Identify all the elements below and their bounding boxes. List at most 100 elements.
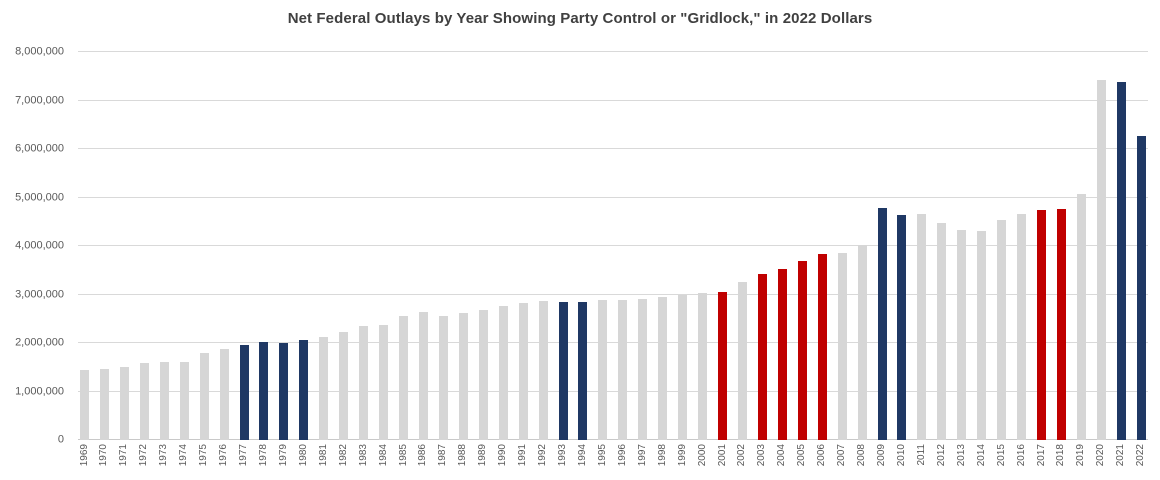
x-tick-1993: 1993 bbox=[557, 444, 568, 478]
bar-2017 bbox=[1037, 210, 1046, 440]
bar-2019 bbox=[1076, 193, 1086, 440]
x-tick-label: 1988 bbox=[457, 444, 469, 467]
x-tick-1970: 1970 bbox=[98, 444, 110, 478]
x-tick-label: 1996 bbox=[616, 444, 628, 467]
bar-1996 bbox=[618, 299, 628, 440]
x-tick-1982: 1982 bbox=[337, 444, 349, 478]
x-tick-label: 2011 bbox=[915, 444, 927, 466]
x-tick-2015: 2015 bbox=[996, 444, 1007, 478]
bar-2003 bbox=[757, 274, 767, 440]
x-tick-label: 1971 bbox=[118, 444, 130, 467]
gridline bbox=[78, 390, 1148, 392]
x-tick-label: 2014 bbox=[975, 444, 987, 467]
x-tick-label: 1980 bbox=[297, 444, 309, 467]
bar-2006 bbox=[817, 253, 827, 440]
x-tick-label: 1998 bbox=[656, 444, 668, 467]
bar-2016 bbox=[1017, 213, 1027, 440]
x-tick-label: 2006 bbox=[816, 444, 828, 467]
y-tick-label: 7,000,000 bbox=[15, 94, 64, 106]
bar-1987 bbox=[438, 316, 448, 440]
y-axis: 0 1,000,000 2,000,000 3,000,000 4,000,000 5,0… bbox=[0, 46, 70, 445]
bar-1999 bbox=[678, 295, 688, 440]
bar-1974 bbox=[179, 362, 189, 440]
x-tick-2007: 2007 bbox=[836, 444, 848, 478]
x-tick-1990: 1990 bbox=[497, 444, 509, 478]
bar-1982 bbox=[339, 331, 349, 440]
x-tick-label: 1976 bbox=[218, 444, 230, 467]
bar-1986 bbox=[418, 312, 428, 440]
x-tick-1980: 1980 bbox=[297, 444, 309, 478]
x-tick-label: 1975 bbox=[198, 444, 210, 467]
x-tick-2001: 2001 bbox=[717, 444, 728, 478]
bar-1977 bbox=[239, 344, 249, 440]
bar-2012 bbox=[937, 223, 947, 440]
bar-2015 bbox=[997, 219, 1007, 440]
x-tick-label: 2012 bbox=[935, 444, 947, 467]
bar-2005 bbox=[797, 261, 807, 440]
x-tick-label: 1978 bbox=[257, 444, 269, 467]
x-axis-line bbox=[78, 439, 1148, 440]
x-tick-label: 2013 bbox=[955, 444, 967, 467]
x-tick-1985: 1985 bbox=[397, 444, 409, 478]
x-tick-label: 1982 bbox=[337, 444, 349, 467]
x-tick-1997: 1997 bbox=[636, 444, 648, 478]
x-tick-label: 1969 bbox=[78, 444, 90, 467]
x-tick-label: 1989 bbox=[477, 444, 489, 467]
bar-2007 bbox=[837, 253, 847, 440]
bar-1989 bbox=[478, 309, 488, 440]
y-tick-label: 4,000,000 bbox=[15, 239, 64, 252]
bar-1970 bbox=[99, 369, 109, 440]
x-tick-label: 2016 bbox=[1015, 444, 1027, 467]
x-tick-label: 1985 bbox=[397, 444, 409, 467]
x-tick-label: 2018 bbox=[1055, 444, 1067, 467]
bar-1991 bbox=[518, 303, 528, 440]
x-tick-1971: 1971 bbox=[118, 444, 130, 478]
x-tick-label: 1981 bbox=[317, 444, 329, 467]
bar-2014 bbox=[977, 231, 987, 440]
x-tick-label: 2007 bbox=[836, 444, 848, 467]
x-tick-label: 1992 bbox=[537, 444, 549, 467]
x-tick-label: 2009 bbox=[876, 444, 887, 467]
bar-2022 bbox=[1136, 135, 1146, 440]
x-tick-2004: 2004 bbox=[776, 444, 787, 478]
bar-1972 bbox=[139, 363, 149, 440]
y-tick-label: 3,000,000 bbox=[15, 288, 64, 300]
x-tick-label: 1997 bbox=[636, 444, 648, 467]
x-tick-1979: 1979 bbox=[278, 444, 289, 478]
bar-1993 bbox=[558, 302, 568, 440]
bar-1995 bbox=[598, 300, 608, 440]
x-tick-2018: 2018 bbox=[1055, 444, 1067, 478]
x-tick-label: 2020 bbox=[1095, 444, 1107, 467]
x-tick-label: 1974 bbox=[178, 444, 190, 467]
x-tick-label: 1972 bbox=[138, 444, 150, 467]
x-tick-1999: 1999 bbox=[677, 444, 688, 478]
x-tick-label: 1991 bbox=[517, 444, 529, 467]
x-tick-1975: 1975 bbox=[198, 444, 210, 478]
bar-2011 bbox=[917, 213, 927, 440]
plot-area bbox=[78, 51, 1148, 440]
x-tick-label: 2005 bbox=[796, 444, 808, 467]
bar-1975 bbox=[199, 353, 209, 440]
bar-2000 bbox=[698, 293, 708, 440]
x-tick-2010: 2010 bbox=[896, 444, 907, 478]
gridline bbox=[78, 293, 1148, 295]
y-tick-label: 5,000,000 bbox=[15, 191, 64, 203]
x-tick-label: 1993 bbox=[557, 444, 568, 467]
bar-1983 bbox=[359, 326, 369, 440]
bar-1984 bbox=[379, 324, 389, 440]
x-tick-label: 1990 bbox=[497, 444, 509, 467]
x-tick-label: 1973 bbox=[158, 444, 170, 467]
x-tick-label: 1994 bbox=[576, 444, 588, 467]
x-tick-2022: 2022 bbox=[1135, 444, 1146, 478]
x-tick-2017: 2017 bbox=[1036, 444, 1047, 478]
bar-2021 bbox=[1116, 82, 1126, 440]
x-tick-1981: 1981 bbox=[317, 444, 329, 478]
bar-2009 bbox=[877, 208, 887, 440]
x-tick-2008: 2008 bbox=[856, 444, 867, 478]
bar-2004 bbox=[777, 268, 787, 440]
x-tick-2006: 2006 bbox=[816, 444, 828, 478]
x-tick-1989: 1989 bbox=[477, 444, 489, 478]
x-tick-label: 1970 bbox=[98, 444, 110, 467]
bar-1969 bbox=[80, 369, 89, 440]
x-tick-2002: 2002 bbox=[736, 444, 747, 478]
